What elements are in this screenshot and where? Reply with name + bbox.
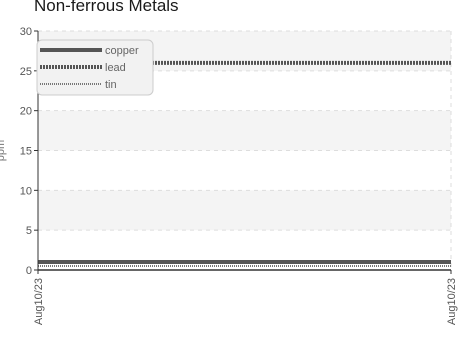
legend-label-tin[interactable]: tin (105, 79, 117, 91)
y-axis-title: ppm (0, 140, 7, 161)
y-tick-label: 20 (20, 106, 32, 118)
grid-lines (38, 30, 452, 270)
y-tick-label: 15 (20, 146, 32, 158)
y-tick-label: 30 (20, 26, 32, 38)
y-tick-label: 0 (26, 265, 32, 277)
plot-band (38, 190, 451, 231)
plot-band (38, 110, 451, 151)
x-tick-label: Aug10/23 (446, 278, 458, 325)
chart-title: Non-ferrous Metals (34, 0, 179, 15)
tick-labels: 0 5 10 15 20 25 30 ppm Aug10/23 Aug10/23 (0, 26, 458, 325)
x-tick-label: Aug10/23 (33, 278, 45, 325)
y-tick-label: 25 (20, 66, 32, 78)
series-lines (38, 60, 451, 267)
legend[interactable]: copper lead tin (36, 39, 154, 96)
y-tick-label: 5 (26, 225, 32, 237)
legend-label-lead[interactable]: lead (105, 62, 126, 74)
legend-label-copper[interactable]: copper (105, 45, 139, 57)
y-tick-label: 10 (20, 185, 32, 197)
